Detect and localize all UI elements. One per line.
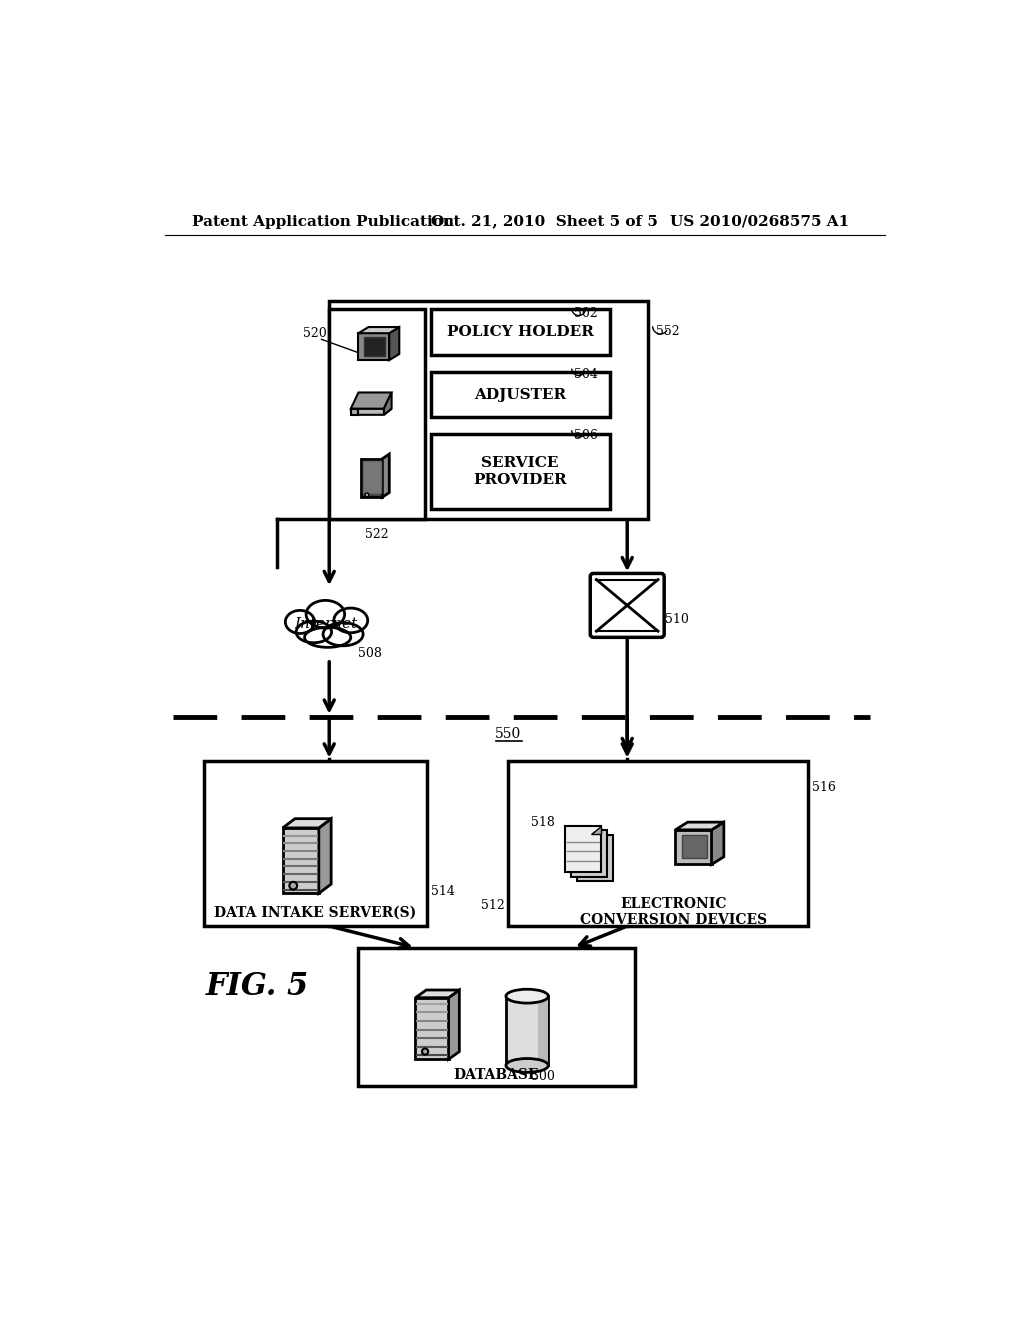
Text: 512: 512 (481, 899, 505, 912)
Ellipse shape (506, 989, 548, 1003)
Text: SERVICE
PROVIDER: SERVICE PROVIDER (473, 457, 567, 487)
Polygon shape (360, 459, 382, 498)
Polygon shape (712, 822, 724, 865)
FancyBboxPatch shape (508, 760, 808, 927)
Polygon shape (416, 990, 460, 998)
Polygon shape (682, 834, 708, 858)
Text: US 2010/0268575 A1: US 2010/0268575 A1 (670, 215, 849, 228)
FancyBboxPatch shape (538, 997, 548, 1065)
Polygon shape (389, 327, 399, 360)
Text: ADJUSTER: ADJUSTER (474, 388, 566, 401)
Circle shape (290, 882, 297, 890)
Polygon shape (351, 392, 391, 409)
Text: 522: 522 (366, 528, 389, 541)
Polygon shape (382, 454, 389, 498)
Polygon shape (416, 998, 449, 1059)
Polygon shape (384, 392, 391, 414)
Polygon shape (318, 818, 331, 894)
Polygon shape (676, 830, 712, 865)
FancyBboxPatch shape (431, 434, 609, 508)
Polygon shape (283, 828, 318, 894)
Text: 514: 514 (431, 886, 455, 899)
Text: 504: 504 (574, 367, 598, 380)
FancyBboxPatch shape (590, 573, 665, 638)
Text: POLICY HOLDER: POLICY HOLDER (446, 325, 594, 339)
Text: 516: 516 (812, 781, 836, 795)
FancyBboxPatch shape (506, 997, 548, 1065)
Text: 500: 500 (531, 1071, 555, 1084)
FancyBboxPatch shape (204, 760, 427, 927)
Text: Internet: Internet (294, 618, 357, 631)
Polygon shape (358, 333, 389, 360)
Ellipse shape (296, 622, 332, 643)
Circle shape (422, 1048, 428, 1055)
Text: 510: 510 (665, 612, 689, 626)
Polygon shape (578, 834, 613, 880)
Ellipse shape (506, 1059, 548, 1072)
Text: 518: 518 (531, 816, 555, 829)
Polygon shape (351, 409, 358, 414)
Ellipse shape (286, 610, 314, 634)
Ellipse shape (306, 601, 345, 628)
Polygon shape (676, 822, 724, 830)
Polygon shape (364, 461, 381, 494)
Polygon shape (591, 826, 601, 834)
Ellipse shape (334, 609, 368, 632)
Text: DATA INTAKE SERVER(S): DATA INTAKE SERVER(S) (214, 906, 417, 919)
Text: 520: 520 (303, 327, 327, 341)
Ellipse shape (304, 627, 351, 647)
Polygon shape (571, 830, 607, 876)
Polygon shape (283, 818, 331, 828)
Text: 508: 508 (358, 647, 382, 660)
Text: Oct. 21, 2010  Sheet 5 of 5: Oct. 21, 2010 Sheet 5 of 5 (431, 215, 657, 228)
FancyBboxPatch shape (431, 309, 609, 355)
FancyBboxPatch shape (431, 372, 609, 417)
Text: 506: 506 (574, 429, 598, 442)
Polygon shape (565, 826, 601, 873)
Polygon shape (358, 327, 399, 333)
Text: FIG. 5: FIG. 5 (206, 970, 309, 1002)
Text: 552: 552 (655, 325, 679, 338)
FancyBboxPatch shape (357, 948, 635, 1086)
FancyBboxPatch shape (330, 309, 425, 519)
Text: Patent Application Publication: Patent Application Publication (193, 215, 455, 228)
Text: 550: 550 (495, 727, 521, 742)
Polygon shape (364, 337, 385, 355)
Ellipse shape (323, 623, 364, 645)
FancyBboxPatch shape (330, 301, 648, 519)
Text: DATABASE: DATABASE (454, 1068, 539, 1081)
Polygon shape (449, 990, 460, 1059)
Polygon shape (351, 409, 391, 414)
Text: 502: 502 (574, 308, 598, 321)
Text: ELECTRONIC
CONVERSION DEVICES: ELECTRONIC CONVERSION DEVICES (580, 898, 767, 928)
Circle shape (365, 492, 369, 496)
